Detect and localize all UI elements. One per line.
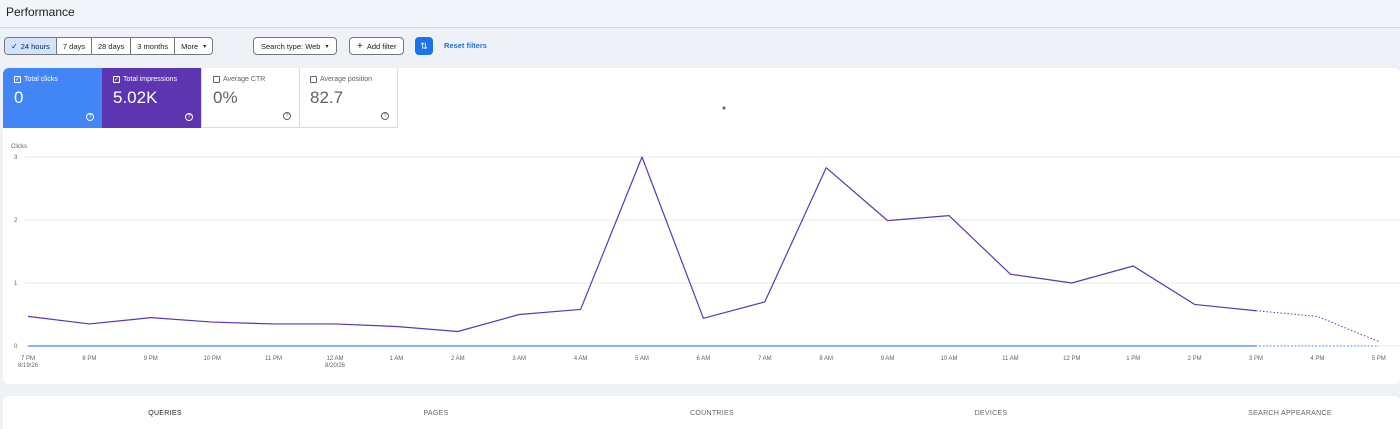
chevron-down-icon: ▾ [325, 43, 329, 50]
plus-icon: + [357, 40, 363, 52]
add-filter-button[interactable]: + Add filter [349, 37, 405, 55]
x-tick-label: 9 AM [881, 356, 895, 362]
filter-icon: ⇅ [420, 40, 428, 51]
search-type-dropdown[interactable]: Search type: Web ▾ [253, 37, 337, 55]
x-tick-label: 5 AM [635, 356, 649, 362]
chevron-down-icon: ▾ [203, 43, 207, 50]
x-tick-label: 11 AM [1002, 356, 1019, 362]
total-impressions-value: 5.02K [113, 88, 158, 107]
tab-queries[interactable]: QUERIES [148, 410, 182, 417]
help-icon[interactable]: ? [283, 112, 291, 120]
x-tick-date-label: 8/20/26 [325, 363, 346, 369]
help-icon[interactable]: ? [381, 112, 389, 120]
checkbox-checked-icon[interactable]: ✓ [14, 76, 21, 83]
filter-bar: ✓ 24 hours 7 days 28 days 3 months More … [0, 36, 1400, 56]
page-title: Performance [6, 5, 75, 19]
x-tick-label: 2 AM [451, 356, 465, 362]
metric-total-impressions[interactable]: ✓ Total impressions 5.02K ? [102, 68, 201, 128]
x-tick-label: 10 AM [940, 356, 957, 362]
y-tick-label: 2 [14, 218, 18, 224]
average-position-value: 82.7 [310, 88, 344, 107]
x-tick-label: 10 PM [204, 356, 221, 362]
tab-devices[interactable]: DEVICES [974, 410, 1008, 417]
top-bar: Performance [0, 0, 1400, 28]
date-3-months-button[interactable]: 3 months [131, 38, 176, 54]
average-ctr-value: 0% [213, 88, 238, 107]
x-tick-label: 4 PM [1310, 356, 1324, 362]
x-tick-label: 2 PM [1188, 356, 1202, 362]
help-icon[interactable]: ? [185, 113, 193, 121]
date-24-hours-button[interactable]: ✓ 24 hours [5, 38, 57, 54]
series-projection-0 [1255, 310, 1379, 343]
tab-countries[interactable]: COUNTRIES [690, 410, 734, 417]
performance-chart-card: ✓ Total clicks 0 ? ✓ Total impressions 5.0… [3, 68, 1400, 384]
checkbox-checked-icon[interactable]: ✓ [113, 76, 120, 83]
x-tick-label: 7 PM [21, 356, 35, 362]
check-icon: ✓ [11, 41, 18, 51]
x-tick-label: 3 PM [1249, 356, 1263, 362]
y-tick-label: 3 [14, 155, 18, 161]
x-tick-label: 8 AM [819, 356, 833, 362]
date-7-days-button[interactable]: 7 days [57, 38, 92, 54]
x-tick-label: 12 AM [326, 356, 343, 362]
reset-filters-link[interactable]: Reset filters [444, 41, 487, 50]
chart-dot-marker [722, 106, 726, 110]
x-tick-label: 12 PM [1063, 356, 1080, 362]
x-tick-label: 11 PM [265, 356, 282, 362]
x-tick-label: 9 PM [144, 356, 158, 362]
x-tick-label: 4 AM [574, 356, 588, 362]
dimension-tabs: QUERIES PAGES COUNTRIES DEVICES SEARCH A… [3, 396, 1400, 429]
metric-average-ctr[interactable]: Average CTR 0% ? [201, 68, 300, 128]
x-tick-label: 8 PM [82, 356, 96, 362]
series-line-0[interactable] [27, 156, 1257, 333]
date-28-days-button[interactable]: 28 days [92, 38, 132, 54]
metric-average-position[interactable]: Average position 82.7 ? [299, 68, 398, 128]
x-tick-label: 6 AM [697, 356, 711, 362]
x-tick-label: 7 AM [758, 356, 772, 362]
clicks-line-chart[interactable]: Clicks 0 1 2 3 7 PM8/19/26 8 PM 9 PM 10 PM 11 PM 1… [3, 68, 1400, 384]
date-range-group: ✓ 24 hours 7 days 28 days 3 months More … [4, 37, 214, 55]
y-tick-label: 1 [14, 281, 18, 287]
x-tick-date-label: 8/19/26 [18, 363, 39, 369]
x-tick-label: 5 PM [1372, 356, 1386, 362]
tab-search-appearance[interactable]: SEARCH APPEARANCE [1248, 410, 1332, 417]
filter-options-button[interactable]: ⇅ [415, 37, 433, 55]
x-tick-label: 1 PM [1126, 356, 1140, 362]
total-clicks-value: 0 [14, 88, 24, 107]
x-tick-label: 1 AM [390, 356, 404, 362]
help-icon[interactable]: ? [86, 113, 94, 121]
x-tick-label: 3 AM [512, 356, 526, 362]
checkbox-unchecked-icon[interactable] [310, 76, 317, 83]
more-dates-dropdown[interactable]: More ▾ [181, 41, 207, 51]
y-axis-label: Clicks [11, 144, 27, 150]
y-tick-label: 0 [14, 344, 18, 350]
metric-total-clicks[interactable]: ✓ Total clicks 0 ? [3, 68, 102, 128]
checkbox-unchecked-icon[interactable] [213, 76, 220, 83]
tab-pages[interactable]: PAGES [423, 410, 449, 417]
